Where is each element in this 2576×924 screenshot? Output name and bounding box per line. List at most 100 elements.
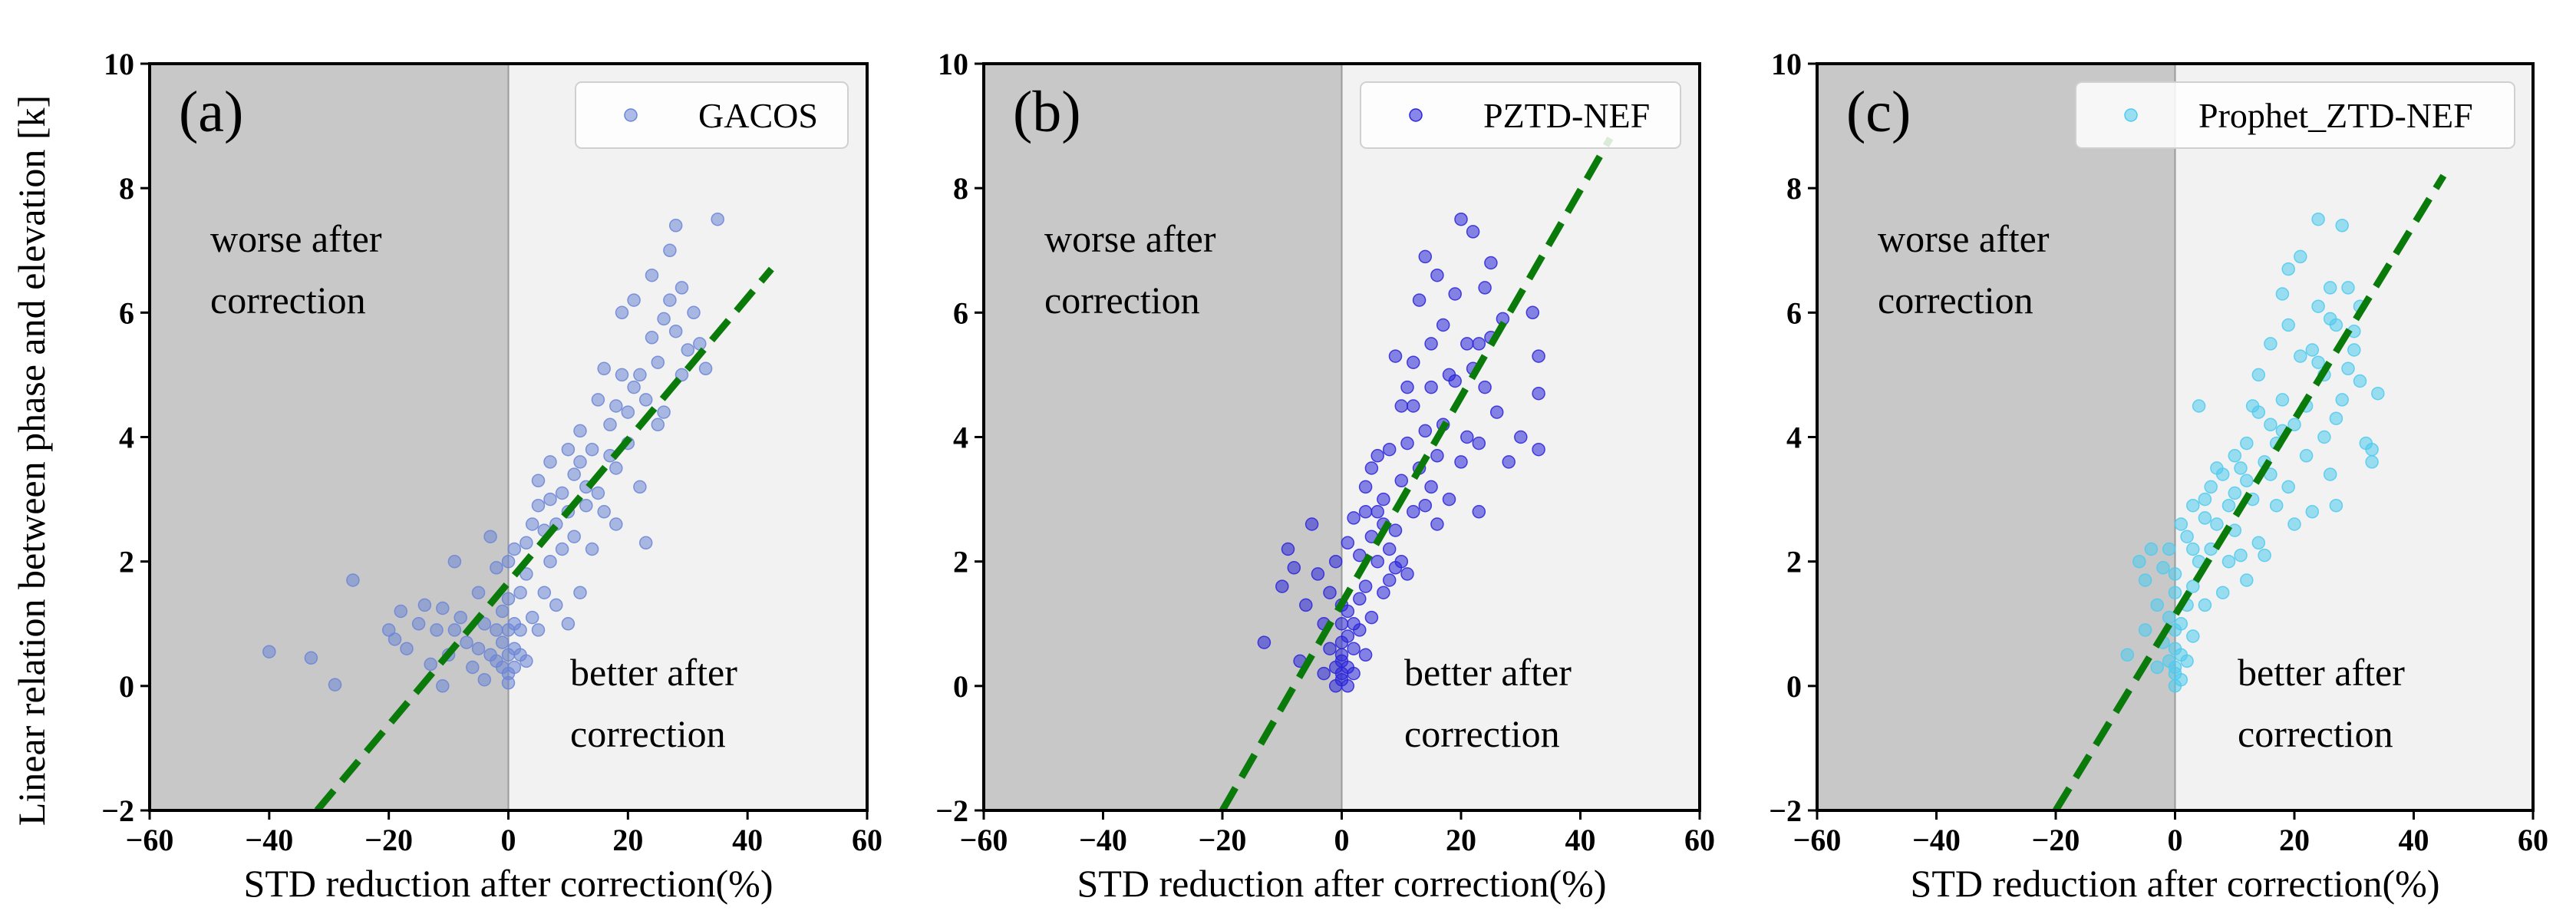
data-point [1364,461,1379,475]
data-point [2323,312,2337,326]
data-point [513,623,527,637]
panel-label: (c) [1846,80,1911,144]
data-point [381,623,396,637]
data-point [2215,586,2230,599]
data-point [2341,281,2355,295]
data-point [1311,567,1325,581]
x-tick-label: 0 [501,823,516,857]
data-point [2198,511,2212,525]
data-point [262,645,276,658]
data-point [1478,281,1492,295]
legend: Prophet_ZTD-NEF [2075,81,2515,149]
data-point [1304,517,1319,531]
worse-region [1817,64,2175,810]
data-point [2275,287,2290,301]
data-point [1299,598,1313,612]
data-point [591,486,605,500]
data-point [328,678,342,691]
data-point [1341,536,1355,550]
data-point [525,517,539,531]
data-point [2132,554,2146,569]
data-point [2353,374,2367,388]
data-point [627,380,641,394]
data-point [555,542,569,556]
data-point [1388,523,1403,537]
data-point [1532,349,1545,363]
y-tick-label: −2 [101,794,134,828]
y-tick-label: 0 [953,669,968,704]
data-point [2186,542,2200,556]
x-tick-label: 20 [2279,823,2310,857]
data-point [490,623,503,637]
panel-label: (b) [1013,80,1081,144]
data-point [2264,417,2278,432]
data-point [2240,436,2254,450]
data-point [2281,480,2295,494]
data-point [567,467,581,481]
y-tick-label: 4 [953,421,968,455]
legend-marker [2124,108,2138,122]
y-tick-label: 6 [1786,295,1802,330]
legend-marker [624,108,638,122]
data-point [2335,219,2349,233]
data-point [1377,586,1390,599]
data-point [2120,648,2135,662]
data-point [507,660,522,675]
data-point [651,355,665,369]
data-point [609,517,623,531]
legend: GACOS [575,81,849,149]
data-point [1323,642,1337,655]
data-point [2150,660,2164,675]
data-point [638,393,653,407]
data-point [436,601,450,615]
fit-line [1219,137,1614,810]
data-point [675,281,689,295]
data-point [1328,554,1343,569]
x-tick-label: −20 [1199,823,1247,857]
y-tick-label: 0 [119,669,134,704]
data-point [1442,492,1456,507]
data-point [1430,517,1444,531]
data-point [2234,461,2248,475]
legend-label: Prophet_ZTD-NEF [2198,96,2473,135]
data-point [2180,654,2194,668]
better-region [2175,64,2533,810]
data-point [477,617,492,631]
worse-region [150,64,509,810]
data-point [1407,505,1420,519]
data-point [1323,586,1337,599]
data-point [627,293,641,307]
data-point [1370,554,1384,569]
data-point [2341,361,2355,376]
x-tick-label: 60 [2518,823,2548,857]
data-point [346,573,360,587]
data-point [2311,355,2325,369]
data-point [400,642,414,655]
data-point [2299,449,2314,463]
data-point [2347,343,2361,357]
data-point [447,554,462,569]
data-point [2240,573,2254,587]
data-point [2198,492,2212,507]
y-tick-label: 4 [1786,421,1802,455]
y-tick-label: 2 [119,545,134,579]
y-tick-label: 6 [119,295,134,330]
data-point [525,610,539,625]
y-tick-label: 10 [938,47,968,81]
data-point [1407,399,1420,413]
x-tick-label: −40 [245,823,293,857]
data-point [1532,442,1545,457]
data-point [1400,380,1414,394]
data-point [2168,586,2182,599]
data-point [1418,498,1433,513]
legend-box [2075,81,2515,149]
data-point [2287,517,2301,531]
x-tick-label: 60 [1684,823,1715,857]
data-point [561,442,576,457]
data-point [2305,505,2320,519]
data-point [645,331,659,345]
worse-annotation-line2: correction [1044,279,1200,322]
legend-label: PZTD-NEF [1483,96,1650,135]
worse-annotation-line2: correction [1878,279,2033,322]
